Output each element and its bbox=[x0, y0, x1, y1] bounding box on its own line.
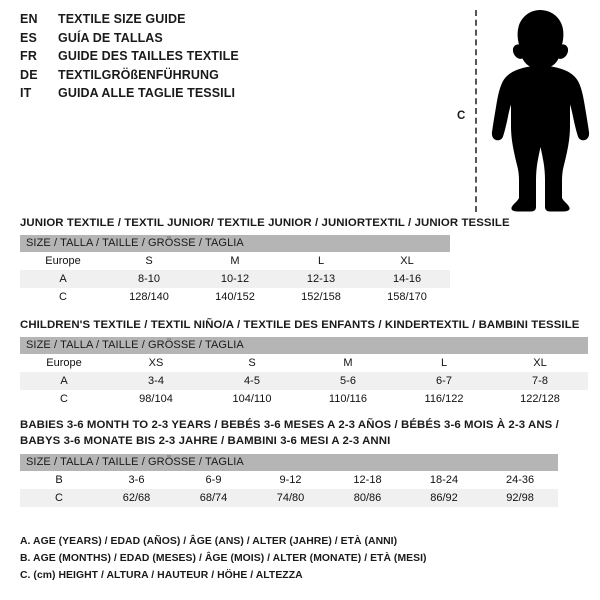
cell: 128/140 bbox=[106, 288, 192, 306]
language-row-es: ES GUÍA DE TALLAS bbox=[20, 31, 239, 50]
table-junior: SIZE / TALLA / TAILLE / GRÖSSE / TAGLIA … bbox=[20, 235, 451, 306]
cell: 62/68 bbox=[98, 489, 175, 507]
cell: S bbox=[204, 354, 300, 372]
table-band-label: SIZE / TALLA / TAILLE / GRÖSSE / TAGLIA bbox=[20, 235, 451, 252]
cell: 86/92 bbox=[406, 489, 482, 507]
language-title-block: EN TEXTILE SIZE GUIDE ES GUÍA DE TALLAS … bbox=[20, 12, 239, 105]
cell: 10-12 bbox=[192, 270, 278, 288]
toddler-silhouette-icon bbox=[486, 8, 594, 213]
section-title-junior: JUNIOR TEXTILE / TEXTIL JUNIOR/ TEXTILE … bbox=[20, 217, 510, 229]
language-row-it: IT GUIDA ALLE TAGLIE TESSILI bbox=[20, 86, 239, 105]
cell: S bbox=[106, 252, 192, 270]
language-title-fr: GUIDE DES TAILLES TEXTILE bbox=[58, 49, 239, 63]
cell: 6-7 bbox=[396, 372, 492, 390]
cell: 122/128 bbox=[492, 390, 588, 408]
cell: 92/98 bbox=[482, 489, 559, 507]
language-row-de: DE TEXTILGRÖßENFÜHRUNG bbox=[20, 68, 239, 87]
section-babies: BABIES 3-6 MONTH TO 2-3 YEARS / BEBÉS 3-… bbox=[20, 418, 588, 507]
cell: 3-6 bbox=[98, 471, 175, 489]
cell: XL bbox=[492, 354, 588, 372]
height-measure-dashed-line bbox=[475, 10, 477, 212]
language-code-it: IT bbox=[20, 86, 32, 100]
table-band-label: SIZE / TALLA / TAILLE / GRÖSSE / TAGLIA bbox=[20, 454, 559, 471]
cell: 116/122 bbox=[396, 390, 492, 408]
language-title-es: GUÍA DE TALLAS bbox=[58, 30, 163, 45]
language-title-de: TEXTILGRÖßENFÜHRUNG bbox=[58, 67, 219, 82]
cell: 3-4 bbox=[108, 372, 204, 390]
cell: 152/158 bbox=[278, 288, 364, 306]
height-figure: C bbox=[450, 6, 595, 213]
language-code-en: EN bbox=[20, 12, 38, 26]
table-row: A 3-4 4-5 5-6 6-7 7-8 bbox=[20, 372, 588, 390]
cell: 12-18 bbox=[329, 471, 406, 489]
table-band-row: SIZE / TALLA / TAILLE / GRÖSSE / TAGLIA bbox=[20, 454, 559, 471]
cell: 98/104 bbox=[108, 390, 204, 408]
row-label: A bbox=[20, 270, 106, 288]
cell: 4-5 bbox=[204, 372, 300, 390]
cell: 24-36 bbox=[482, 471, 559, 489]
legend-line-b: B. AGE (MONTHS) / EDAD (MESES) / ÂGE (MO… bbox=[20, 553, 427, 564]
cell: 110/116 bbox=[300, 390, 396, 408]
row-label: A bbox=[20, 372, 108, 390]
table-row: Europe S M L XL bbox=[20, 252, 451, 270]
height-measure-label: C bbox=[457, 110, 466, 122]
language-code-de: DE bbox=[20, 67, 38, 82]
row-label: Europe bbox=[20, 252, 106, 270]
language-code-es: ES bbox=[20, 30, 38, 45]
language-code-fr: FR bbox=[20, 49, 38, 63]
cell: L bbox=[396, 354, 492, 372]
section-title-babies-line2: BABYS 3-6 MONATE BIS 2-3 JAHRE / BAMBINI… bbox=[20, 434, 391, 447]
section-title-babies-line1: BABIES 3-6 MONTH TO 2-3 YEARS / BEBÉS 3-… bbox=[20, 419, 559, 431]
cell: 9-12 bbox=[252, 471, 329, 489]
cell: 8-10 bbox=[106, 270, 192, 288]
table-row: B 3-6 6-9 9-12 12-18 18-24 24-36 bbox=[20, 471, 559, 489]
table-row: C 62/68 68/74 74/80 80/86 86/92 92/98 bbox=[20, 489, 559, 507]
table-children: SIZE / TALLA / TAILLE / GRÖSSE / TAGLIA … bbox=[20, 337, 588, 408]
language-row-fr: FR GUIDE DES TAILLES TEXTILE bbox=[20, 49, 239, 68]
cell: 104/110 bbox=[204, 390, 300, 408]
section-children: CHILDREN'S TEXTILE / TEXTIL NIÑO/A / TEX… bbox=[20, 318, 588, 408]
section-title-children: CHILDREN'S TEXTILE / TEXTIL NIÑO/A / TEX… bbox=[20, 319, 580, 331]
table-row: Europe XS S M L XL bbox=[20, 354, 588, 372]
cell: 18-24 bbox=[406, 471, 482, 489]
cell: 12-13 bbox=[278, 270, 364, 288]
language-row-en: EN TEXTILE SIZE GUIDE bbox=[20, 12, 239, 31]
cell: 6-9 bbox=[175, 471, 252, 489]
table-band-label: SIZE / TALLA / TAILLE / GRÖSSE / TAGLIA bbox=[20, 337, 588, 354]
row-label: C bbox=[20, 390, 108, 408]
table-row: A 8-10 10-12 12-13 14-16 bbox=[20, 270, 451, 288]
row-label: C bbox=[20, 489, 98, 507]
row-label: Europe bbox=[20, 354, 108, 372]
cell: 140/152 bbox=[192, 288, 278, 306]
table-row: C 128/140 140/152 152/158 158/170 bbox=[20, 288, 451, 306]
cell: L bbox=[278, 252, 364, 270]
cell: 158/170 bbox=[364, 288, 451, 306]
table-babies: SIZE / TALLA / TAILLE / GRÖSSE / TAGLIA … bbox=[20, 454, 559, 507]
table-band-row: SIZE / TALLA / TAILLE / GRÖSSE / TAGLIA bbox=[20, 235, 451, 252]
cell: M bbox=[300, 354, 396, 372]
section-junior: JUNIOR TEXTILE / TEXTIL JUNIOR/ TEXTILE … bbox=[20, 216, 510, 306]
cell: 7-8 bbox=[492, 372, 588, 390]
legend-block: A. AGE (YEARS) / EDAD (AÑOS) / ÂGE (ANS)… bbox=[20, 533, 427, 584]
language-title-it: GUIDA ALLE TAGLIE TESSILI bbox=[58, 86, 236, 100]
table-band-row: SIZE / TALLA / TAILLE / GRÖSSE / TAGLIA bbox=[20, 337, 588, 354]
cell: XS bbox=[108, 354, 204, 372]
table-row: C 98/104 104/110 110/116 116/122 122/128 bbox=[20, 390, 588, 408]
cell: 68/74 bbox=[175, 489, 252, 507]
cell: 74/80 bbox=[252, 489, 329, 507]
cell: 80/86 bbox=[329, 489, 406, 507]
cell: 5-6 bbox=[300, 372, 396, 390]
row-label: C bbox=[20, 288, 106, 306]
cell: M bbox=[192, 252, 278, 270]
legend-line-a: A. AGE (YEARS) / EDAD (AÑOS) / ÂGE (ANS)… bbox=[20, 536, 398, 547]
row-label: B bbox=[20, 471, 98, 489]
cell: XL bbox=[364, 252, 451, 270]
cell: 14-16 bbox=[364, 270, 451, 288]
section-title-babies: BABIES 3-6 MONTH TO 2-3 YEARS / BEBÉS 3-… bbox=[20, 418, 588, 449]
legend-line-c: C. (cm) HEIGHT / ALTURA / HAUTEUR / HÖHE… bbox=[20, 570, 303, 581]
language-title-en: TEXTILE SIZE GUIDE bbox=[58, 12, 186, 26]
